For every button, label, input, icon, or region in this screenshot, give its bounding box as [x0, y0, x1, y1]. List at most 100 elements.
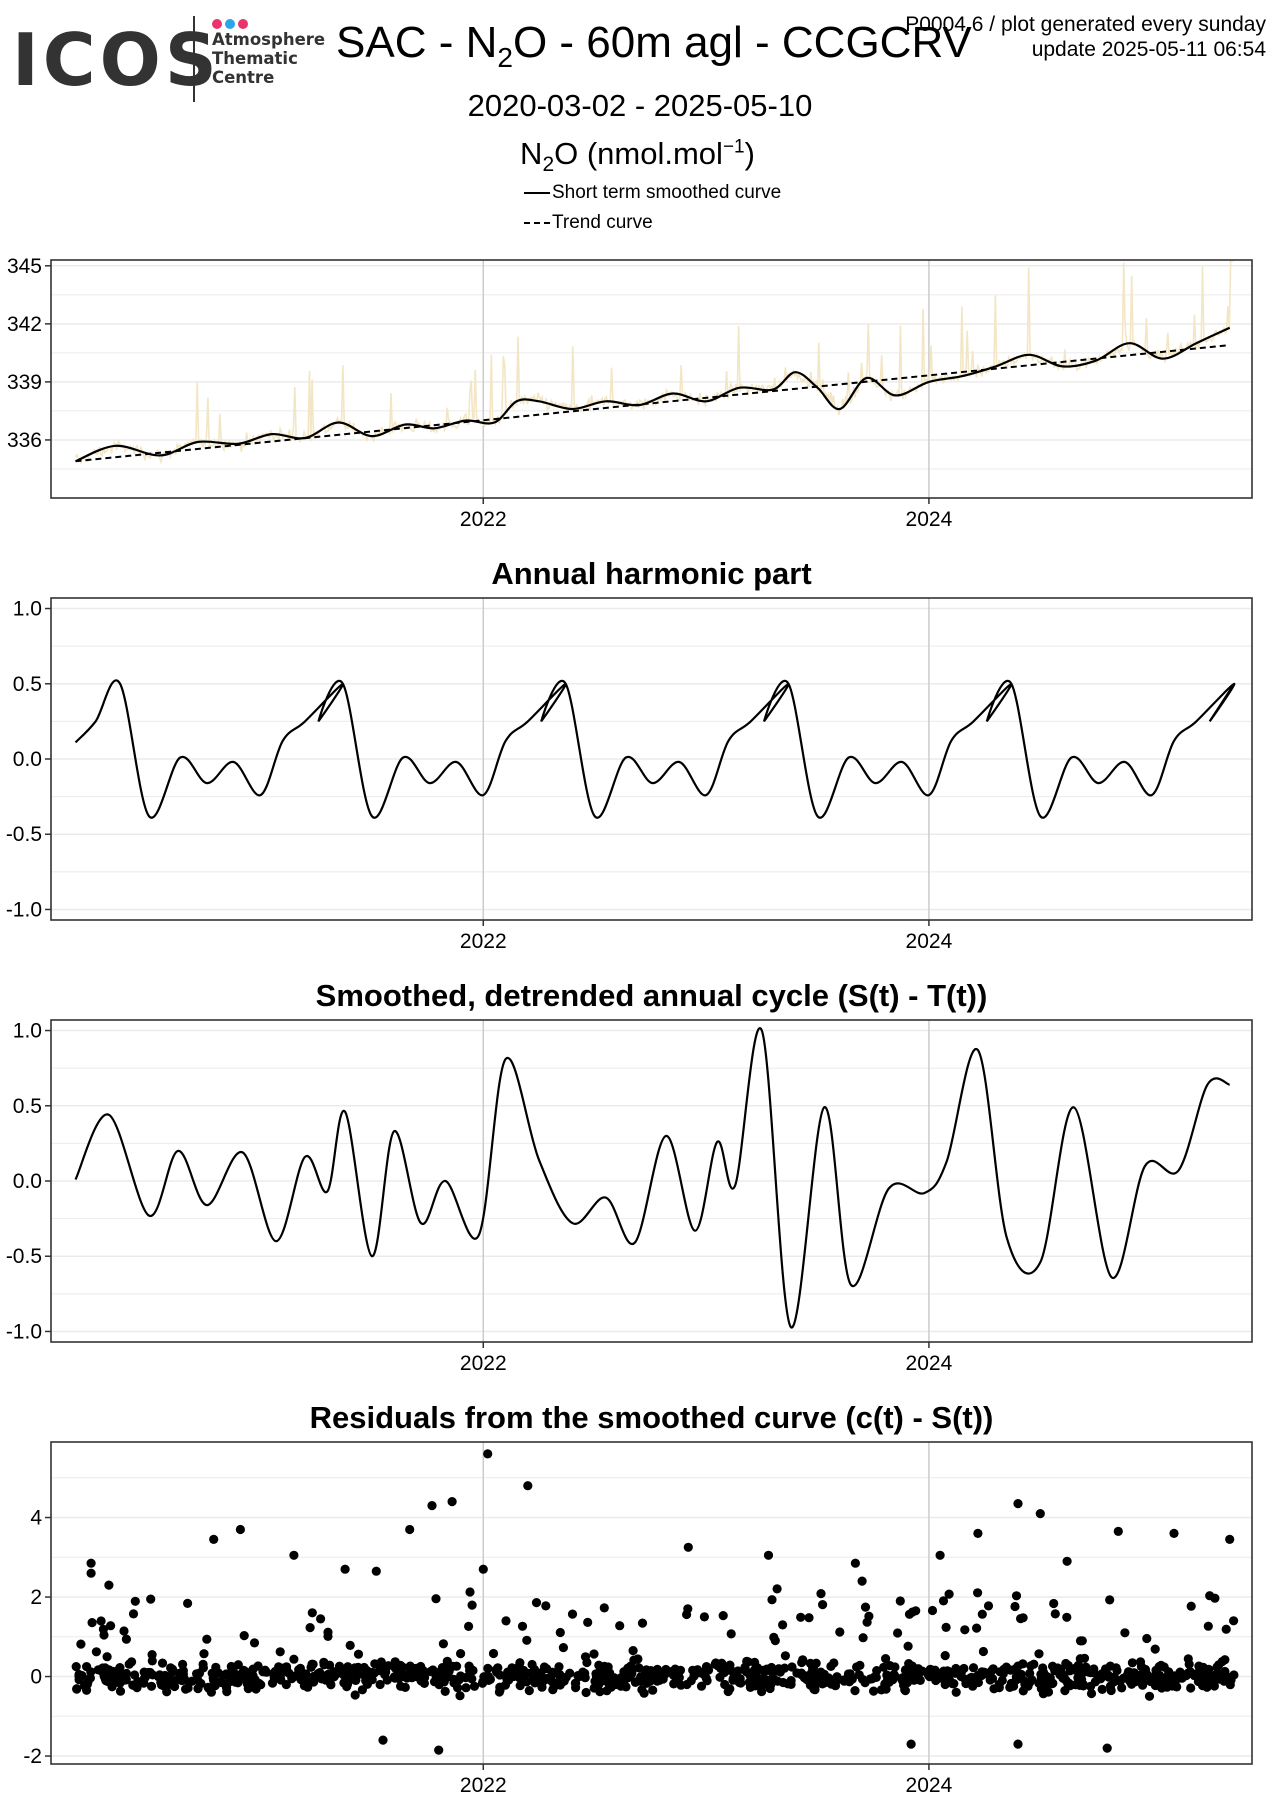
residual-point	[455, 1691, 465, 1701]
logo-wordmark: ICOS	[12, 18, 221, 102]
residual-point	[902, 1678, 912, 1688]
residual-point	[130, 1596, 140, 1606]
x-tick-label: 2022	[460, 508, 507, 531]
residual-point	[765, 1683, 775, 1694]
residual-point	[1142, 1633, 1152, 1644]
residual-point	[249, 1638, 260, 1648]
y-tick-label: 4	[30, 1507, 42, 1530]
residual-point	[555, 1674, 565, 1684]
residual-point	[652, 1676, 662, 1686]
residual-point	[183, 1683, 193, 1693]
residual-point	[906, 1739, 916, 1749]
chart-panel-2: -1.0 -0.5 0.0 0.5 1.0 2022 2024 Annual harmonic…	[6, 556, 1253, 953]
residual-point	[599, 1603, 609, 1613]
residual-point	[554, 1662, 564, 1672]
x-tick-label: 2022	[460, 1352, 507, 1375]
residual-point	[178, 1666, 188, 1676]
x-tick-label: 2024	[906, 930, 953, 953]
residual-point	[465, 1587, 475, 1597]
residual-point	[609, 1673, 619, 1683]
residual-point	[850, 1558, 861, 1568]
residual-point	[244, 1682, 254, 1692]
residual-point	[1162, 1682, 1172, 1692]
residual-point	[382, 1675, 392, 1685]
residual-point	[839, 1675, 849, 1685]
residual-point	[978, 1646, 989, 1657]
residual-point	[438, 1639, 448, 1649]
residual-point	[997, 1675, 1007, 1686]
residual-point	[233, 1660, 243, 1670]
ytitle-part: N	[520, 136, 543, 171]
residual-point	[198, 1659, 208, 1669]
residual-point	[1169, 1528, 1179, 1538]
residual-point	[960, 1625, 970, 1635]
residual-point	[1105, 1661, 1115, 1671]
detrended-cycle-curve	[74, 1027, 1231, 1329]
residual-point	[1075, 1636, 1086, 1646]
residual-point	[500, 1680, 510, 1690]
legend-item-smoothed: Short term smoothed curve	[524, 178, 781, 208]
residual-point	[938, 1596, 949, 1606]
residual-point	[594, 1660, 604, 1670]
residual-point	[211, 1662, 221, 1672]
residual-point	[696, 1681, 707, 1691]
residual-point	[1144, 1691, 1155, 1701]
residual-point	[305, 1623, 315, 1633]
residual-point	[115, 1686, 126, 1696]
residual-point	[903, 1641, 913, 1651]
residual-point	[881, 1684, 891, 1694]
residual-point	[1229, 1616, 1239, 1626]
residual-point	[371, 1566, 381, 1576]
residual-point	[555, 1627, 565, 1638]
logo-dot-icon	[238, 19, 248, 29]
residual-point	[483, 1449, 493, 1459]
residual-point	[102, 1652, 112, 1662]
residual-point	[303, 1682, 313, 1692]
residual-point	[1186, 1683, 1196, 1693]
residual-point	[669, 1679, 679, 1689]
residual-point	[979, 1667, 989, 1677]
residual-point	[869, 1686, 879, 1696]
residual-point	[726, 1629, 736, 1639]
residual-point	[383, 1661, 393, 1671]
residual-point	[765, 1676, 775, 1686]
panel-border	[50, 1441, 1253, 1765]
residual-point	[319, 1660, 329, 1670]
residual-point	[76, 1670, 86, 1681]
y-tick-label: 0.0	[13, 748, 42, 771]
residual-point	[467, 1600, 477, 1610]
harmonic-curve	[74, 679, 1236, 819]
residual-point	[527, 1659, 537, 1670]
residual-point	[973, 1588, 983, 1598]
legend-item-trend: Trend curve	[524, 208, 781, 238]
residual-point	[442, 1656, 452, 1666]
residual-point	[1013, 1739, 1023, 1749]
y-tick-label: -0.5	[6, 823, 42, 846]
residual-point	[857, 1576, 867, 1586]
residual-point	[648, 1667, 658, 1677]
residual-point	[335, 1662, 345, 1672]
residual-point	[621, 1682, 631, 1692]
residual-point	[168, 1667, 178, 1677]
residual-point	[456, 1649, 466, 1659]
residual-point	[767, 1595, 777, 1605]
residual-point	[763, 1550, 774, 1560]
residual-point	[378, 1735, 388, 1745]
residual-point	[1136, 1661, 1146, 1672]
residual-point	[942, 1666, 953, 1676]
residual-point	[390, 1657, 400, 1667]
residual-point	[1141, 1668, 1151, 1678]
residual-point	[155, 1670, 165, 1680]
residual-point	[832, 1673, 842, 1683]
residual-point	[238, 1670, 248, 1680]
residual-point	[1155, 1670, 1165, 1680]
residual-point	[688, 1665, 698, 1675]
residual-point	[345, 1640, 355, 1650]
y-tick-label: 0.5	[13, 673, 42, 696]
residual-point	[375, 1666, 386, 1676]
residual-point	[209, 1534, 219, 1544]
chart-panel-3: -1.0 -0.5 0.0 0.5 1.0 2022 2024 Smoothed, detre…	[6, 978, 1253, 1375]
residual-point	[204, 1683, 214, 1693]
legend-label: Short term smoothed curve	[552, 182, 782, 203]
